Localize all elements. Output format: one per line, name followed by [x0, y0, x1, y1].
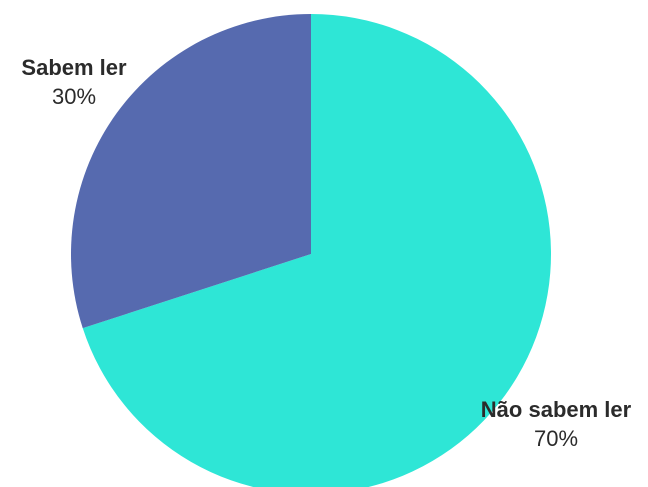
slice-value-sabem-ler: 30%: [51, 84, 97, 109]
slice-label-nao-sabem-ler: Não sabem ler 70%: [464, 396, 648, 454]
slice-name-sabem-ler: Sabem ler: [21, 55, 127, 80]
slice-value-nao-sabem-ler: 70%: [533, 426, 579, 451]
slice-label-sabem-ler: Sabem ler 30%: [0, 54, 148, 112]
slice-name-nao-sabem-ler: Não sabem ler: [480, 397, 632, 422]
pie-slice-n-o-sabem-ler: [82, 14, 551, 487]
pie-slice-sabem-ler: [70, 14, 312, 329]
